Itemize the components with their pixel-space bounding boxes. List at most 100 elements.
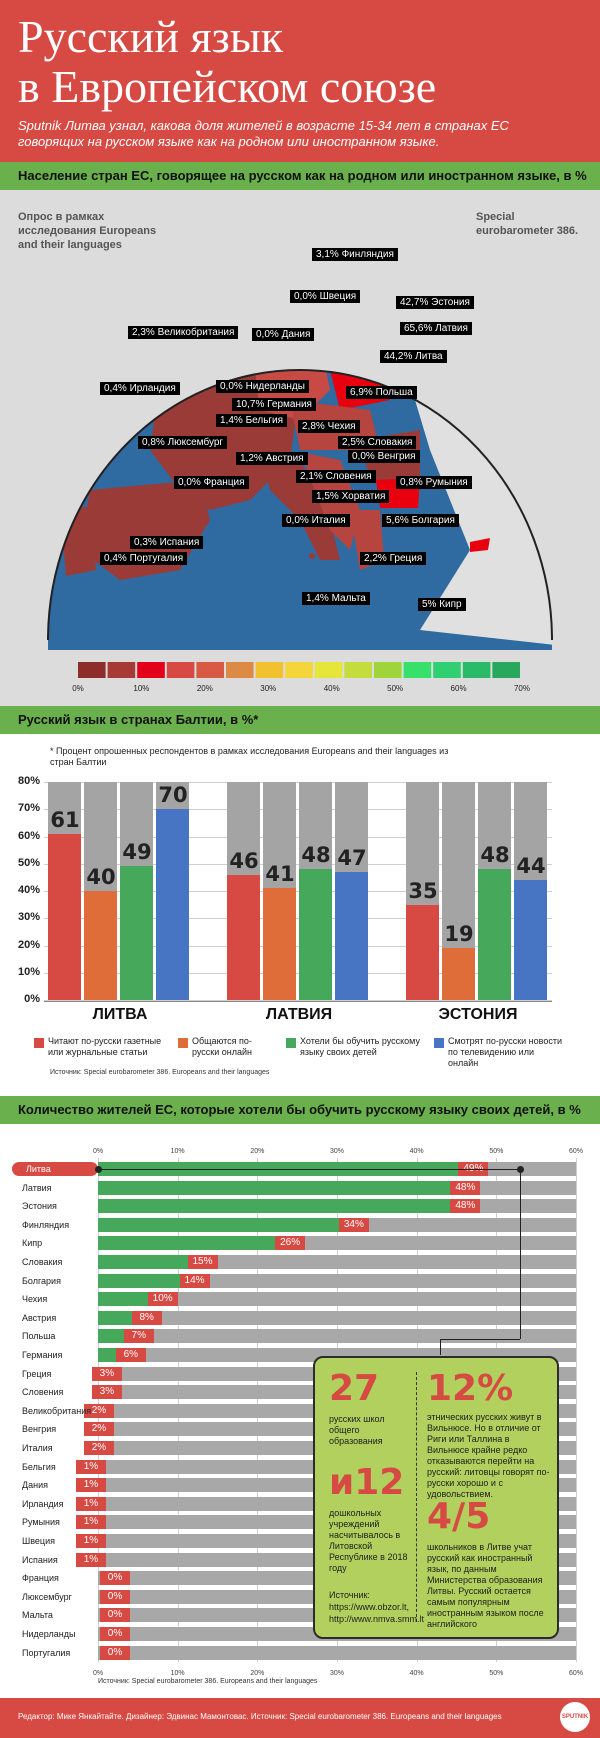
baltic-gridline xyxy=(44,782,552,783)
baltic-bar-value: 40 xyxy=(86,865,116,889)
children-x-tick: 60% xyxy=(568,1148,583,1155)
children-x-tick: 50% xyxy=(489,1670,504,1677)
children-row-name: Греция xyxy=(22,1368,52,1379)
baltic-y-tick: 80% xyxy=(17,775,40,787)
children-bar-value: 2% xyxy=(83,1403,114,1418)
map-label-spain: 0,3% Испания xyxy=(130,536,204,549)
children-row-name: Бельгия xyxy=(22,1461,56,1472)
connector-line xyxy=(98,1169,521,1170)
baltic-gridline xyxy=(44,891,552,892)
legend-swatch xyxy=(34,1038,44,1048)
map-label-france: 0,0% Франция xyxy=(174,476,249,489)
children-bar-value: 0% xyxy=(100,1589,130,1604)
scale-tick-label: 50% xyxy=(387,684,404,693)
baltic-section-title: Русский язык в странах Балтии, в %* xyxy=(0,706,600,734)
map-label-portugal: 0,4% Португалия xyxy=(100,552,188,565)
legend-swatch xyxy=(178,1038,188,1048)
map-label-luxembourg: 0,8% Люксембург xyxy=(138,436,228,449)
scale-tick-label: 0% xyxy=(72,684,84,693)
scale-swatch xyxy=(344,662,372,678)
map-label-finland: 3,1% Финляндия xyxy=(312,248,398,261)
baltic-bar xyxy=(335,871,368,1000)
children-section-title: Количество жителей ЕС, которые хотели бы… xyxy=(0,1096,600,1124)
baltic-bar xyxy=(299,869,332,1000)
scale-swatch xyxy=(403,662,432,678)
children-bar-value: 48% xyxy=(450,1199,481,1214)
children-bar-value: 0% xyxy=(100,1571,130,1586)
schools-text: русских школ общего образования xyxy=(329,1414,385,1446)
map-label-romania: 0,8% Румыния xyxy=(396,476,472,489)
baltic-bar xyxy=(48,833,81,1000)
scale-swatch xyxy=(492,662,520,678)
children-bar-value: 1% xyxy=(75,1552,106,1567)
baltic-bar-value: 44 xyxy=(516,854,546,879)
connector-line xyxy=(520,1169,522,1339)
baltic-y-tick: 60% xyxy=(17,829,40,842)
baltic-country-label: ЛИТВА xyxy=(92,1006,148,1023)
children-row-name: Люксембург xyxy=(22,1591,72,1602)
baltic-gridline xyxy=(44,1000,552,1001)
baltic-bar xyxy=(84,891,117,1000)
children-bar-value: 1% xyxy=(75,1534,106,1548)
children-row-name: Дания xyxy=(22,1480,48,1491)
map-label-germany: 10,7% Германия xyxy=(232,398,316,411)
children-x-tick: 0% xyxy=(92,1148,104,1155)
children-row-name: Латвия xyxy=(22,1182,52,1193)
children-bar-value: 48% xyxy=(450,1180,481,1195)
uk-shape xyxy=(150,274,200,370)
children-bar-value: 1% xyxy=(75,1515,106,1530)
children-row-name: Австрия xyxy=(22,1312,57,1323)
baltic-gridline xyxy=(44,918,552,920)
scale-tick-label: 60% xyxy=(450,684,467,693)
legend-swatch xyxy=(434,1038,444,1048)
children-row-name: Ирландия xyxy=(22,1498,64,1509)
legend-swatch xyxy=(286,1038,296,1048)
infobox-source-2: http://www.nmva.smm.lt xyxy=(329,1614,425,1624)
children-row-name: Эстония xyxy=(22,1201,57,1212)
baltic-y-tick: 70% xyxy=(17,802,40,815)
students-text: школьников в Литве учат русский как инос… xyxy=(427,1542,544,1629)
baltic-bar-value: 49 xyxy=(122,840,152,865)
map-label-lithuania: 44,2% Литва xyxy=(380,350,447,363)
children-gridline xyxy=(576,1158,577,1662)
eurobarometer-note: Special eurobarometer 386. xyxy=(476,211,579,237)
scale-swatch xyxy=(78,662,106,678)
baltic-legend-item: Читают по-русски газетные или журнальные… xyxy=(34,1036,169,1058)
preschool-number: и12 xyxy=(329,1462,405,1503)
scale-swatch xyxy=(374,662,402,678)
children-row-name: Словения xyxy=(22,1387,64,1398)
map-label-slovenia: 2,1% Словения xyxy=(296,470,376,483)
children-bar-value: 3% xyxy=(91,1385,122,1400)
baltic-bar-value: 46 xyxy=(229,848,259,873)
scale-swatch xyxy=(166,662,195,678)
scale-tick-label: 10% xyxy=(133,684,150,693)
baltic-note: * Процент опрошенных респондентов в рамк… xyxy=(50,746,449,767)
baltic-y-tick: 40% xyxy=(17,884,40,896)
connector-line xyxy=(440,1339,521,1340)
scale-swatch xyxy=(462,662,491,678)
cyprus-shape xyxy=(470,538,490,552)
baltic-gridline xyxy=(44,809,552,811)
children-row-name: Финляндия xyxy=(22,1219,70,1230)
children-x-tick: 50% xyxy=(489,1148,504,1155)
map-label-hungary: 0,0% Венгрия xyxy=(348,450,420,463)
children-row-background xyxy=(98,1273,576,1288)
children-x-tick: 0% xyxy=(92,1670,104,1677)
map-label-netherlands: 0,0% Нидерланды xyxy=(216,380,309,393)
baltic-bar-value: 48 xyxy=(301,843,331,868)
italy-shape xyxy=(260,450,340,560)
children-row-name: Великобритания xyxy=(22,1405,92,1416)
scale-swatch xyxy=(285,662,313,678)
children-row-name: Литва xyxy=(12,1162,98,1176)
baltic-y-tick: 0% xyxy=(24,993,40,1005)
baltic-y-tick: 10% xyxy=(17,965,40,978)
legend-label: Общаются по-русски онлайн xyxy=(192,1036,252,1057)
children-row-background xyxy=(98,1329,576,1344)
footer: Редактор: Мике Янкайтайте. Дизайнер: Эдв… xyxy=(0,1698,600,1738)
children-row-name: Португалия xyxy=(22,1647,71,1658)
children-row-name: Франция xyxy=(22,1573,59,1584)
children-row-background xyxy=(98,1310,576,1325)
baltic-gridline xyxy=(44,836,552,838)
baltic-bar xyxy=(442,948,475,1000)
children-x-tick: 20% xyxy=(250,1670,265,1677)
